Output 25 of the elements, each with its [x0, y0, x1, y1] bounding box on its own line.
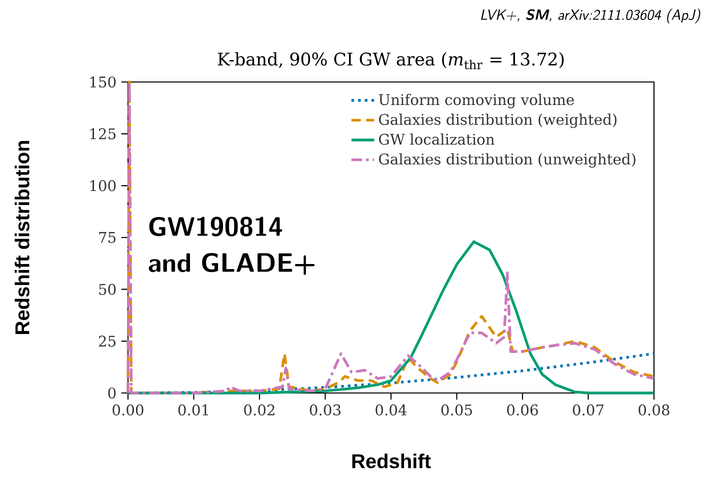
x-tick-label: 0.07: [572, 404, 604, 416]
y-tick-label: 125: [90, 128, 116, 140]
y-tick-label: 0: [108, 387, 116, 399]
y-tick-label: 100: [90, 180, 116, 192]
x-tick-label: 0.06: [507, 404, 538, 416]
y-tick-label: 75: [99, 232, 116, 243]
x-axis-title: Redshift: [352, 454, 431, 468]
x-tick-label: 0.03: [310, 404, 340, 416]
legend-label: Uniform comoving volume: [378, 94, 574, 108]
legend-label: Galaxies distribution (unweighted): [379, 153, 636, 168]
y-tick-label: 25: [98, 336, 116, 347]
x-tick-label: 0.04: [376, 404, 407, 416]
legend-label: GW localization: [379, 133, 494, 145]
y-axis-title: Redshift distribution: [14, 140, 30, 334]
y-tick-label: 50: [99, 284, 116, 295]
y-tick-label: 150: [90, 76, 116, 88]
x-tick-label: 0.00: [112, 404, 144, 416]
annotation: GW190814 and GLADE+: [148, 216, 315, 275]
x-tick-label: 0.02: [244, 404, 274, 416]
text: LVK+, SM, arXiv:2111.03604 (ApJ): [481, 8, 700, 24]
x-tick-label: 0.08: [638, 404, 670, 416]
chart-title: K-band, 90% CI GW area (m$_{thr}$ = 13.72): [218, 52, 564, 70]
x-tick-label: 0.05: [441, 404, 472, 416]
x-tick-label: 0.01: [178, 404, 208, 416]
legend-label: Galaxies distribution (weighted): [379, 114, 616, 128]
